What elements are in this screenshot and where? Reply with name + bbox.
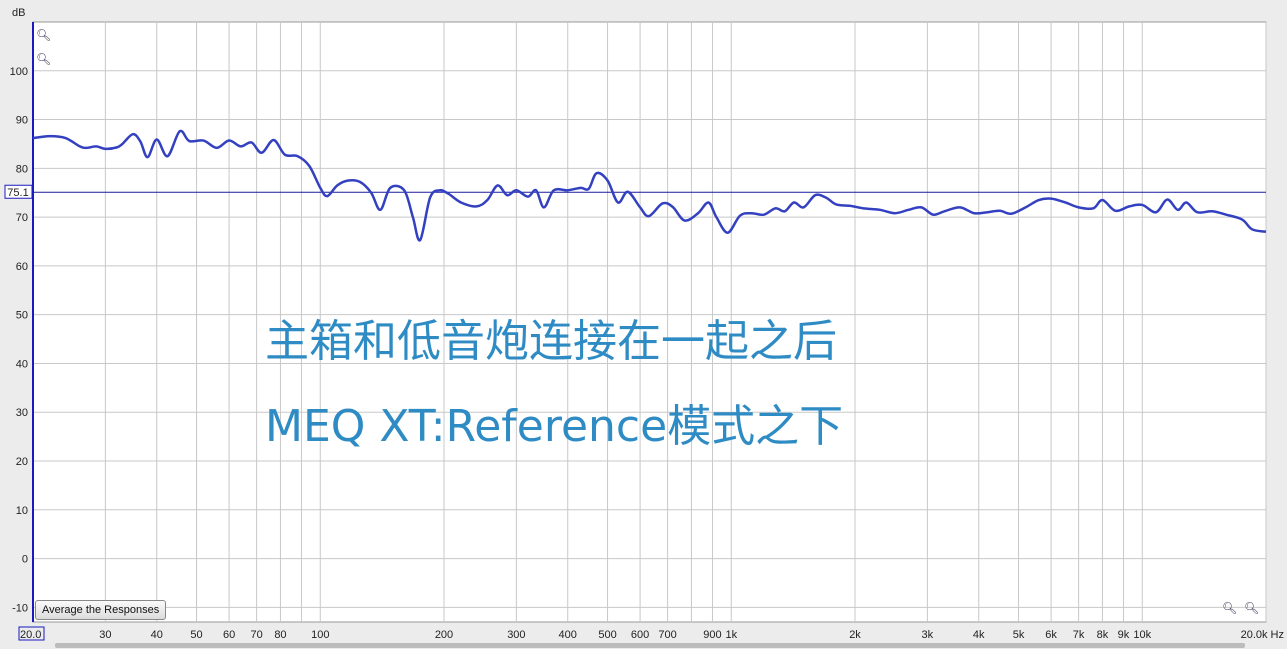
x-tick-label: 4k [973,629,985,641]
x-tick-label: 8k [1097,629,1109,641]
x-tick-label: 700 [658,629,676,641]
zoom-out-icon[interactable]: 🔍︎ [36,52,52,66]
average-responses-button[interactable]: Average the Responses [35,600,167,620]
horizontal-scrollbar[interactable] [55,643,1245,648]
reference-label: 75.1 [7,187,28,199]
x-tick-label: 2k [849,629,861,641]
x-tick-label: 30 [99,629,111,641]
y-tick-label: 60 [16,261,28,273]
x-tick-label: 100 [311,629,329,641]
x-tick-label: 600 [631,629,649,641]
annotation-line-2: MEQ XT:Reference模式之下 [265,401,844,452]
x-tick-label: 60 [223,629,235,641]
y-tick-label: 80 [16,163,28,175]
y-tick-label: 10 [16,505,28,517]
x-tick-label: 50 [190,629,202,641]
reference-label-box [4,184,33,199]
y-tick-label: 70 [16,212,28,224]
annotation-line-1: 主箱和低音炮连接在一起之后 [265,316,837,367]
x-tick-label: 10k [1133,629,1151,641]
y-tick-label: 40 [16,358,28,370]
y-tick-label: 100 [10,66,28,78]
x-tick-label: 9k [1118,629,1130,641]
x-tick-label: 1k [725,629,737,641]
response-trace [32,129,1267,242]
x-tick-label: 80 [274,629,286,641]
x-tick-label: 900 [703,629,721,641]
x-tick-label: 40 [151,629,163,641]
y-tick-label: 20 [16,456,28,468]
x-tick-label: 70 [250,629,262,641]
x-tick-label: 300 [507,629,525,641]
x-tick-label: 3k [922,629,934,641]
y-tick-label: -10 [12,602,28,614]
x-tick-label: 20.0k Hz [1241,629,1284,641]
x-tick-label: 20.0 [20,629,41,641]
x-zoom-out-icon[interactable]: 🔍︎ [1222,601,1238,615]
x-tick-label: 5k [1013,629,1025,641]
y-tick-label: 0 [22,554,28,566]
plot-area [32,21,1267,623]
x-tick-label: 500 [598,629,616,641]
x-tick-label: 200 [435,629,453,641]
zoom-in-icon[interactable]: 🔍︎ [36,28,52,42]
y-tick-label: 30 [16,407,28,419]
x-tick-label: 400 [559,629,577,641]
y-tick-label: 90 [16,115,28,127]
y-axis-label: dB [12,7,25,19]
x-tick-label: 6k [1045,629,1057,641]
x-zoom-in-icon[interactable]: 🔍︎ [1244,601,1260,615]
x-start-box [18,626,45,641]
x-tick-label: 7k [1073,629,1085,641]
y-tick-label: 50 [16,310,28,322]
